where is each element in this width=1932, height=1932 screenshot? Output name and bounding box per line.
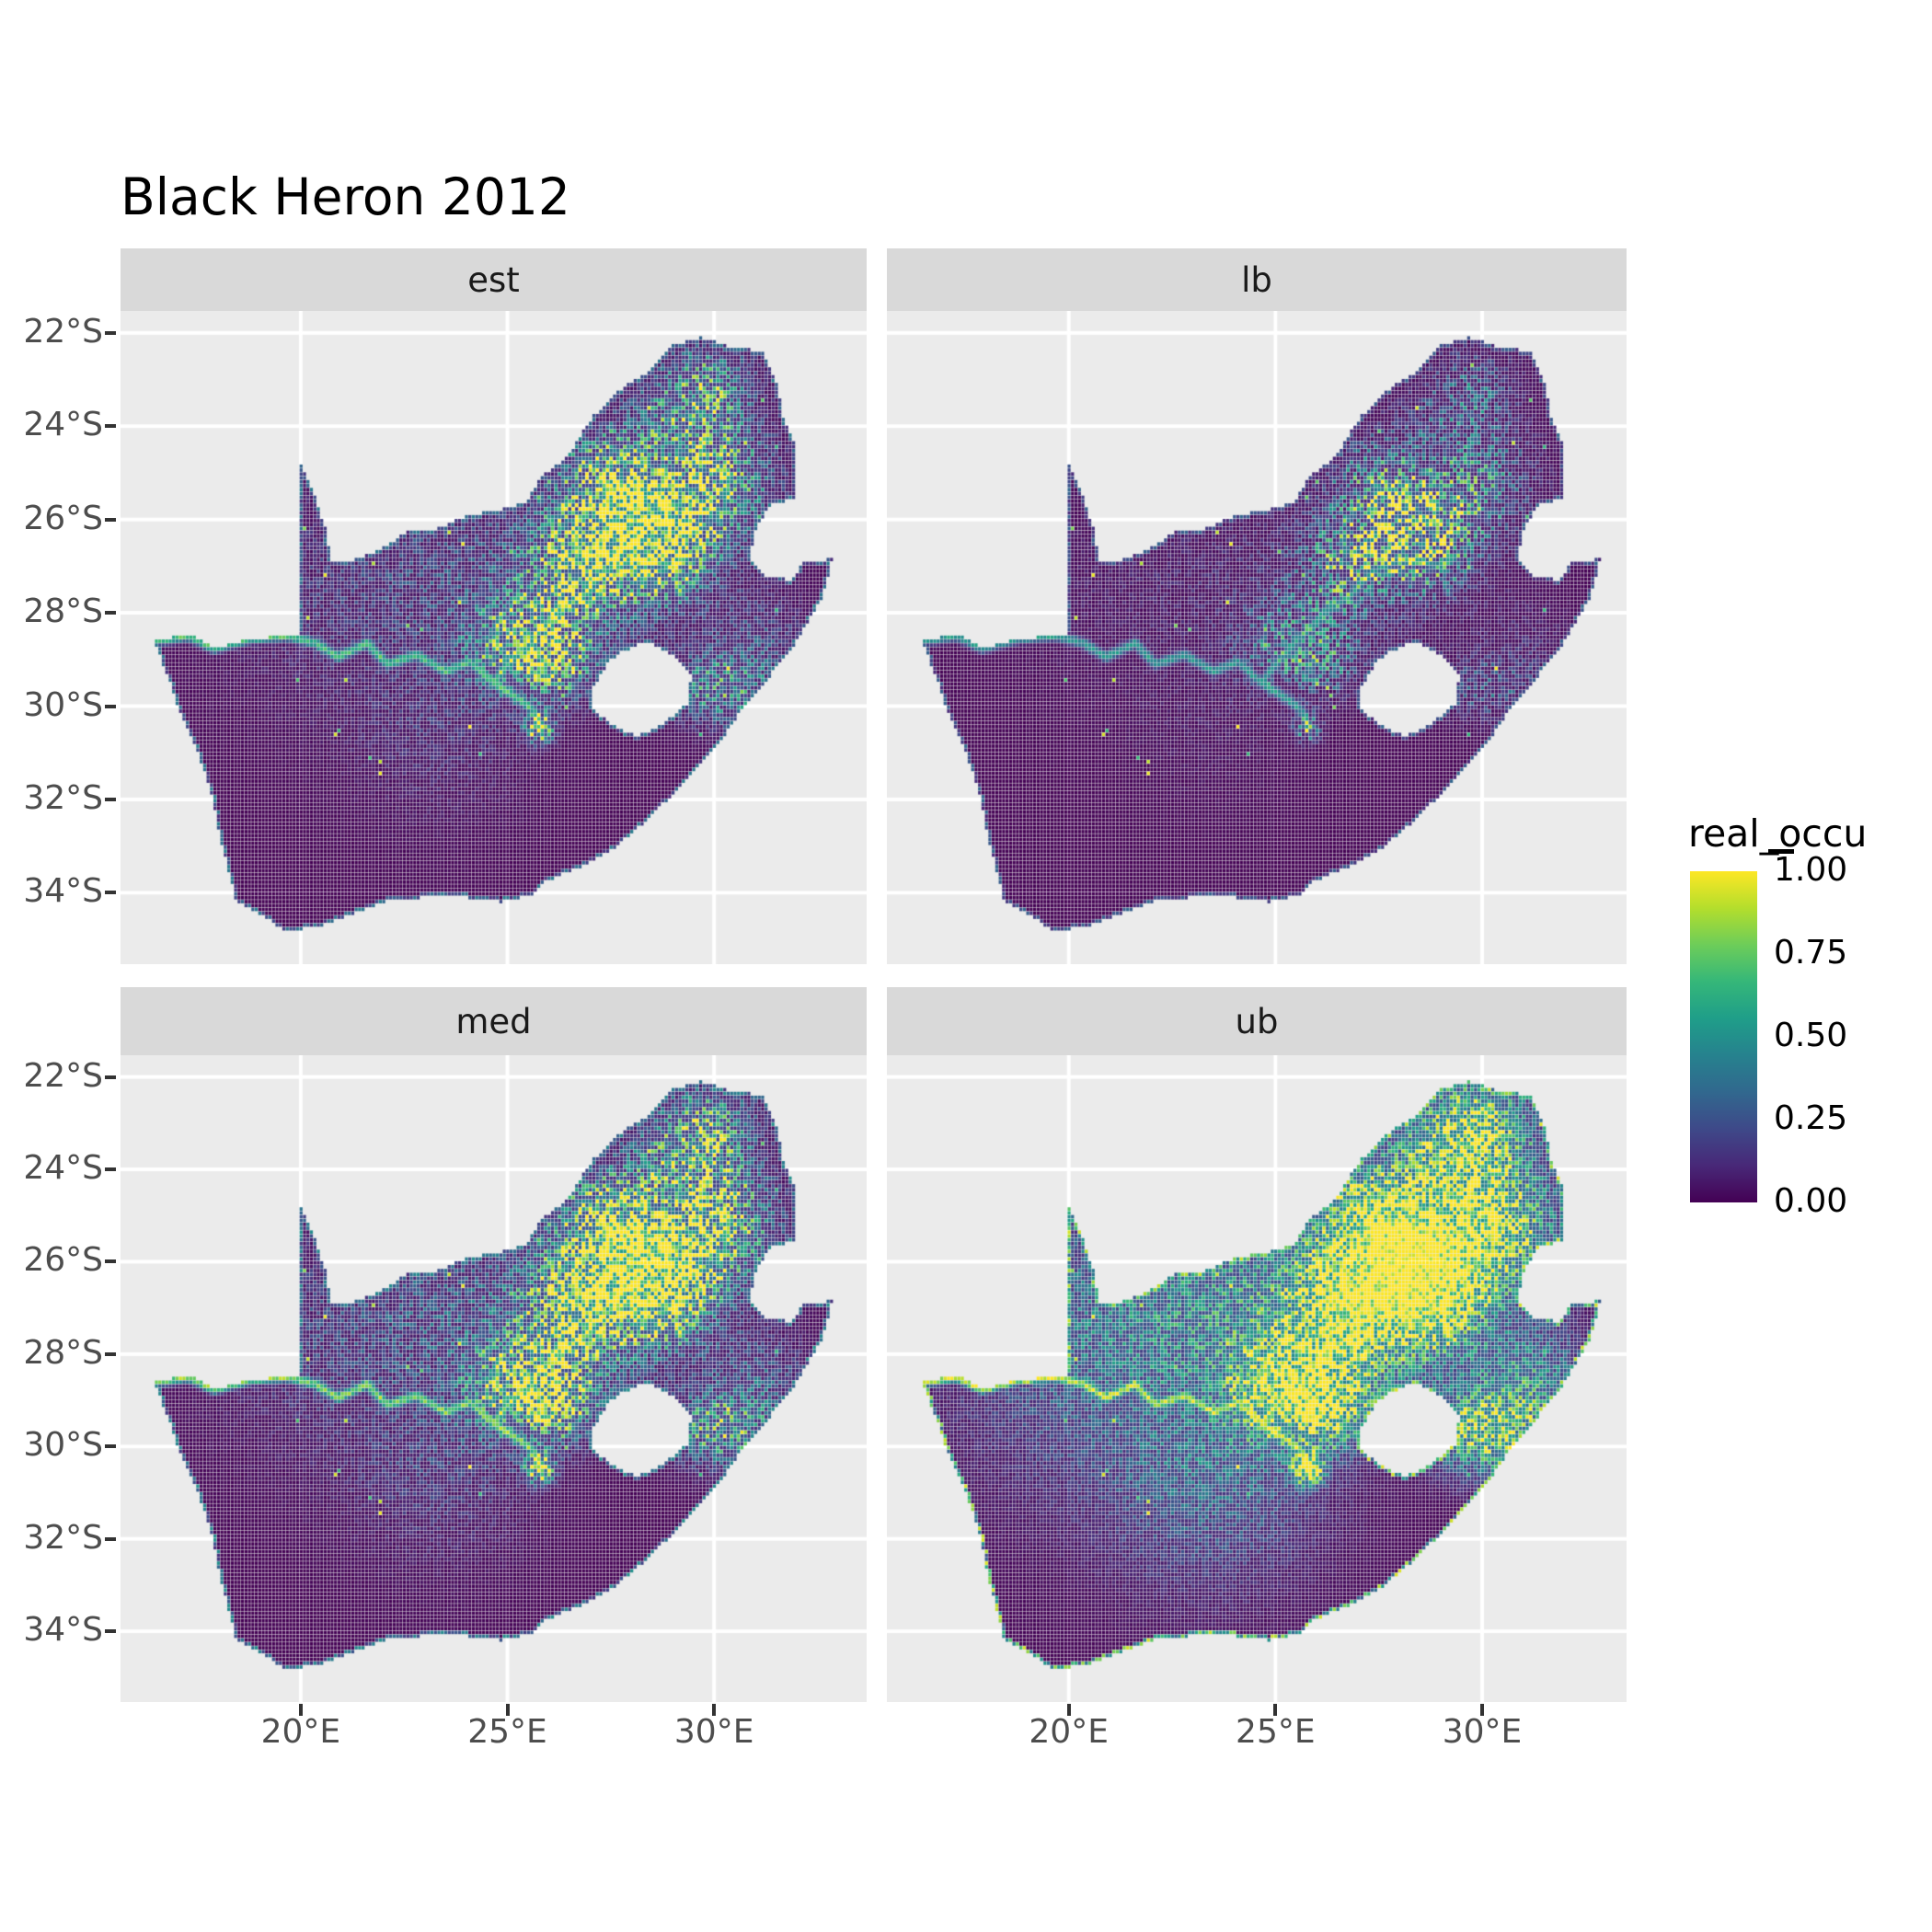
y-tick-mark xyxy=(105,611,116,615)
map-panel-med xyxy=(121,1055,867,1702)
x-tick-mark xyxy=(1273,1704,1278,1716)
x-tick-label: 30°E xyxy=(1442,1713,1523,1751)
map-panel-lb xyxy=(887,311,1627,964)
y-tick-label: 26°S xyxy=(23,1241,103,1280)
y-tick-label: 32°S xyxy=(23,778,103,817)
y-tick-mark xyxy=(105,797,116,801)
y-tick-label: 30°S xyxy=(23,1426,103,1465)
y-tick-mark xyxy=(105,1259,116,1264)
legend-tick-label: 0.25 xyxy=(1774,1099,1848,1137)
map-panel-est xyxy=(121,311,867,964)
y-tick-mark xyxy=(105,891,116,895)
y-tick-label: 28°S xyxy=(23,592,103,631)
y-tick-mark xyxy=(105,517,116,522)
plot-title: Black Heron 2012 xyxy=(121,167,570,226)
y-tick-label: 22°S xyxy=(23,312,103,351)
x-tick-mark xyxy=(505,1704,510,1716)
map-canvas-ub xyxy=(887,1055,1627,1702)
y-tick-mark xyxy=(105,330,116,335)
x-tick-label: 25°E xyxy=(1236,1713,1316,1751)
x-tick-label: 20°E xyxy=(260,1713,341,1751)
x-tick-mark xyxy=(298,1704,303,1716)
facet-strip-est: est xyxy=(121,248,867,311)
legend-tick-label: 1.00 xyxy=(1774,851,1848,889)
facet-strip-label: ub xyxy=(1235,1001,1279,1041)
y-tick-label: 22°S xyxy=(23,1056,103,1095)
y-tick-label: 24°S xyxy=(23,1149,103,1188)
legend-title: real_occu xyxy=(1688,811,1868,856)
y-tick-label: 30°S xyxy=(23,685,103,724)
x-tick-mark xyxy=(712,1704,717,1716)
map-panel-ub xyxy=(887,1055,1627,1702)
legend-tick-label: 0.75 xyxy=(1774,934,1848,972)
y-tick-label: 32°S xyxy=(23,1518,103,1557)
y-tick-mark xyxy=(105,1444,116,1449)
y-tick-mark xyxy=(105,1629,116,1634)
y-tick-label: 34°S xyxy=(23,872,103,911)
y-tick-mark xyxy=(105,1075,116,1079)
legend-tick-label: 0.50 xyxy=(1774,1017,1848,1054)
facet-strip-ub: ub xyxy=(887,987,1627,1055)
x-tick-mark xyxy=(1479,1704,1484,1716)
facet-strip-label: med xyxy=(455,1001,532,1041)
x-tick-mark xyxy=(1066,1704,1071,1716)
facet-strip-label: lb xyxy=(1241,259,1272,300)
y-tick-label: 26°S xyxy=(23,499,103,537)
map-canvas-est xyxy=(121,311,867,964)
y-tick-label: 24°S xyxy=(23,406,103,444)
y-tick-label: 34°S xyxy=(23,1611,103,1650)
legend-tick-label: 0.00 xyxy=(1774,1182,1848,1220)
map-canvas-med xyxy=(121,1055,867,1702)
x-tick-label: 20°E xyxy=(1029,1713,1109,1751)
facet-strip-label: est xyxy=(467,259,520,300)
y-tick-label: 28°S xyxy=(23,1333,103,1372)
legend-top-dash xyxy=(1768,849,1794,854)
legend-colorbar xyxy=(1690,871,1757,1202)
facet-strip-med: med xyxy=(121,987,867,1055)
x-tick-label: 30°E xyxy=(673,1713,754,1751)
y-tick-mark xyxy=(105,704,116,708)
y-tick-mark xyxy=(105,1167,116,1172)
map-canvas-lb xyxy=(887,311,1627,964)
x-tick-label: 25°E xyxy=(467,1713,547,1751)
y-tick-mark xyxy=(105,424,116,429)
y-tick-mark xyxy=(105,1351,116,1356)
facet-strip-lb: lb xyxy=(887,248,1627,311)
y-tick-mark xyxy=(105,1536,116,1541)
